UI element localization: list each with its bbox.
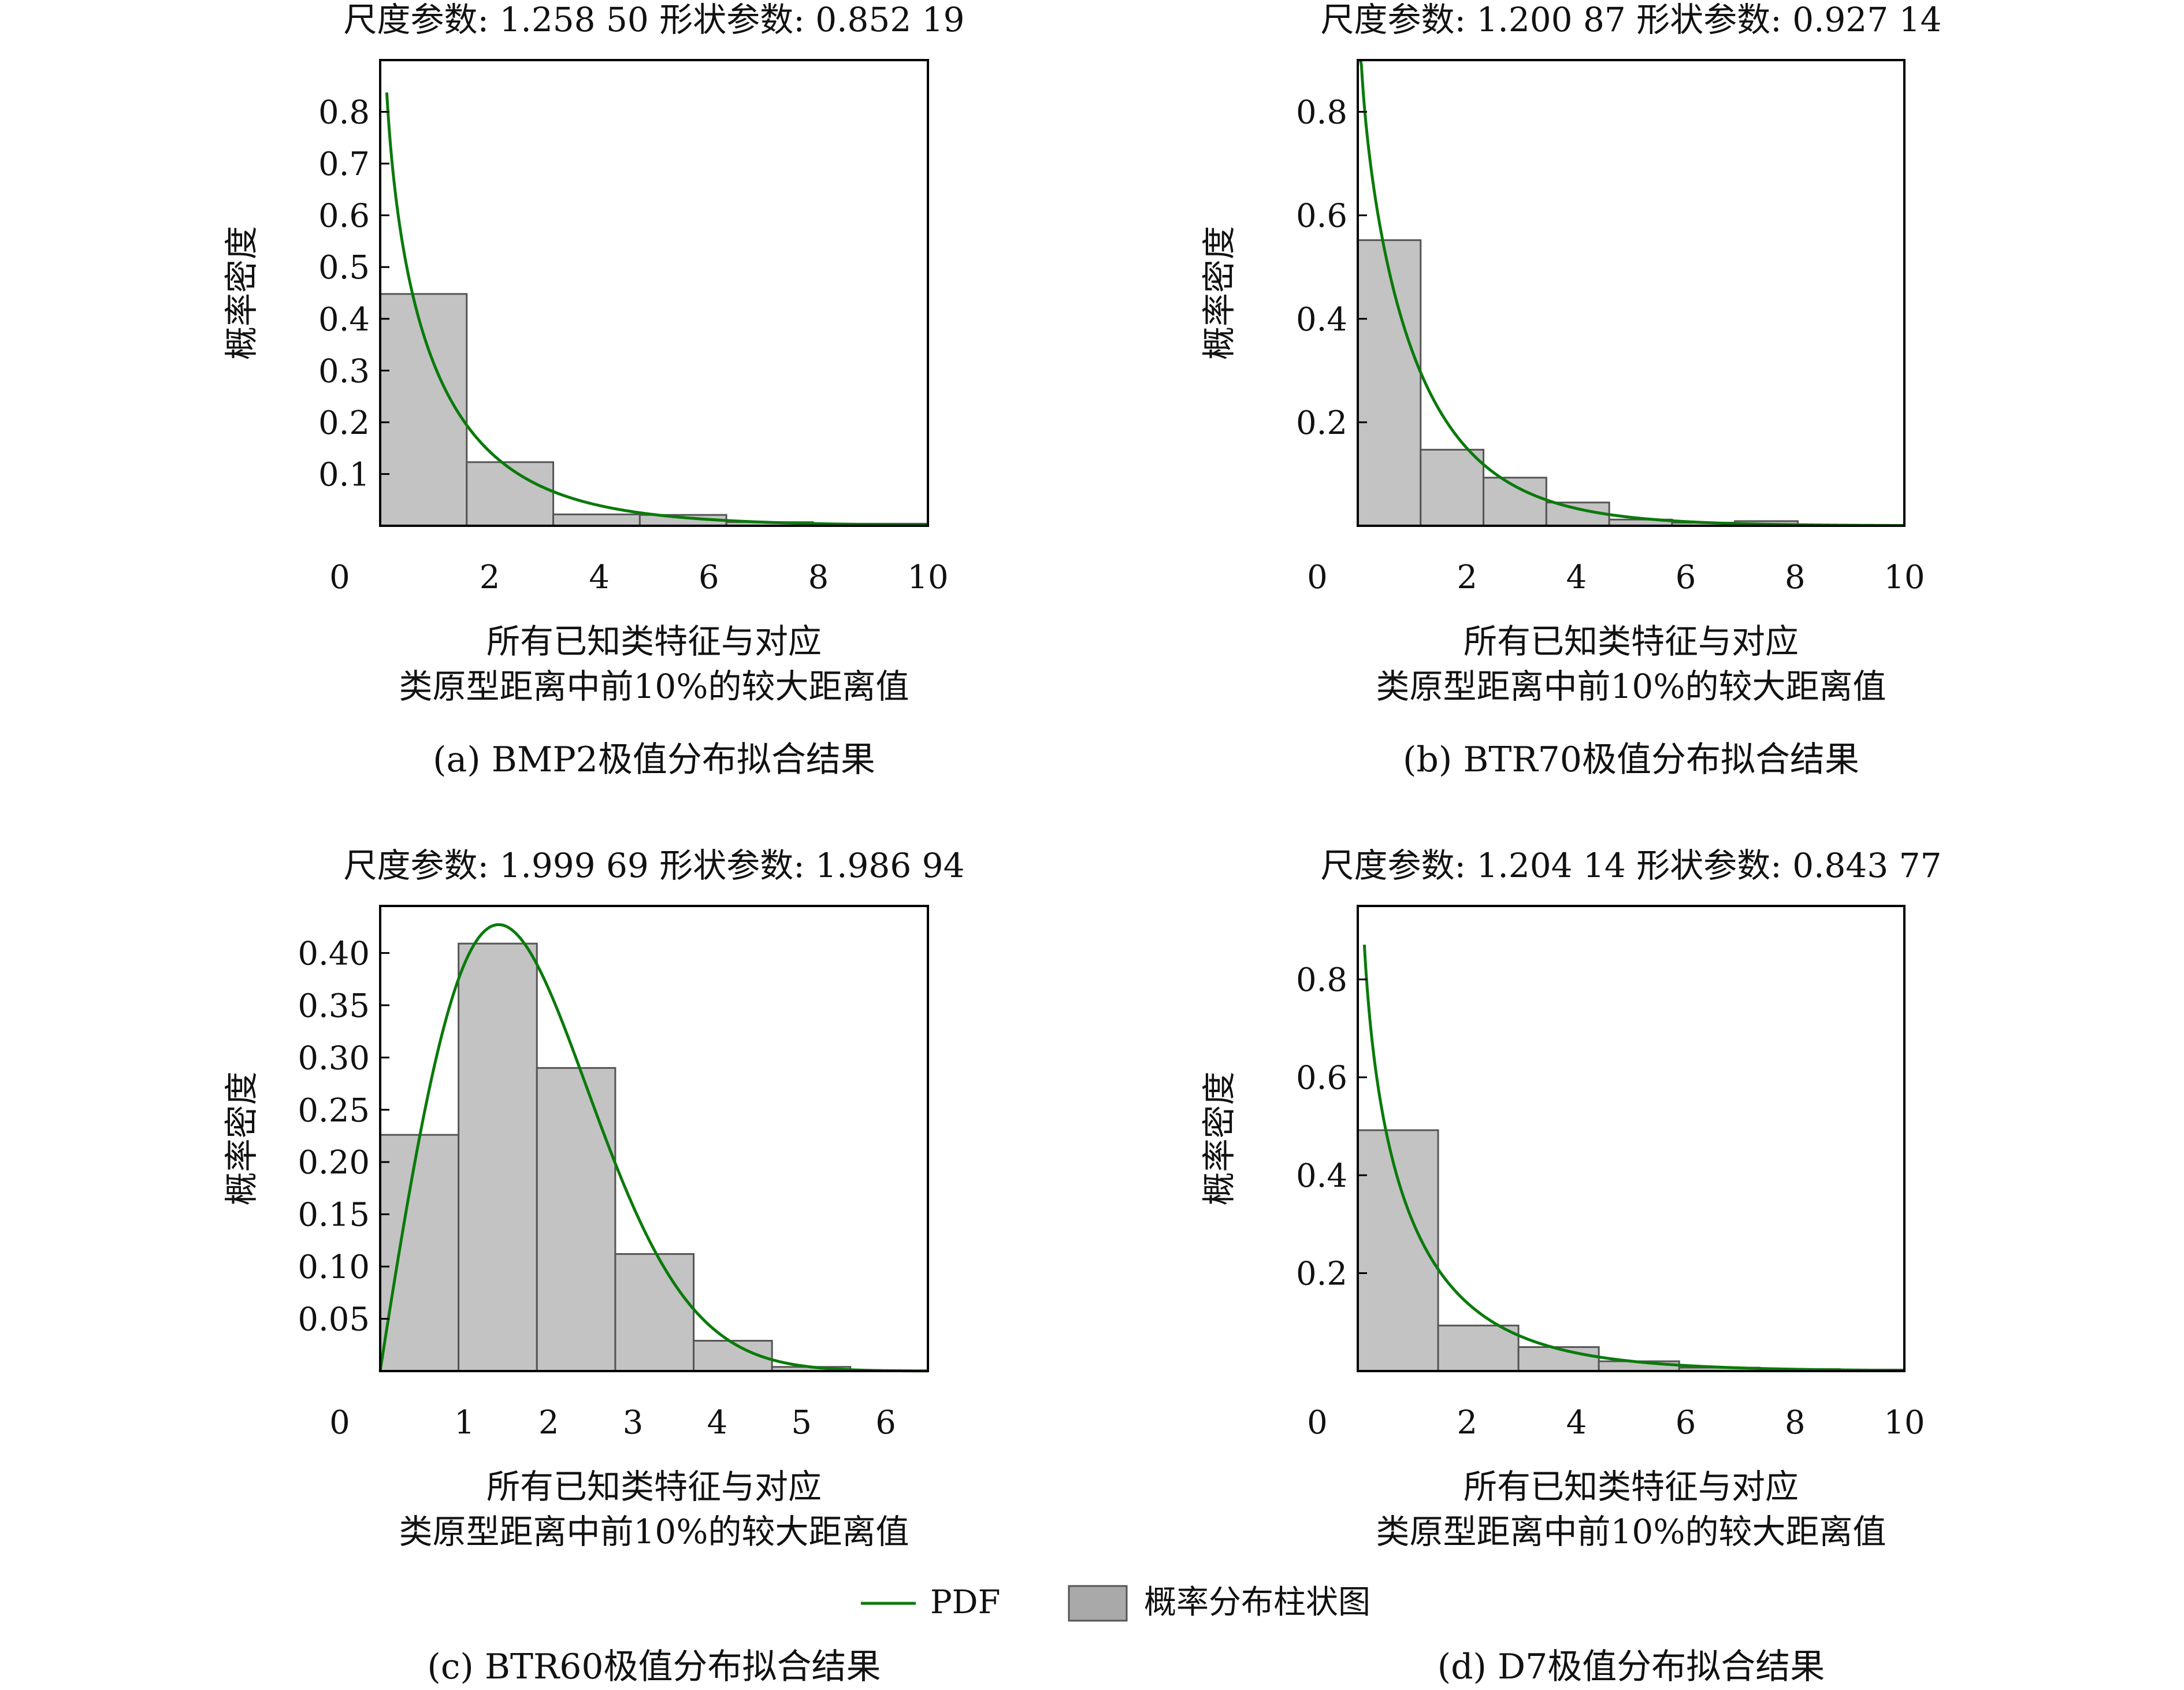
histogram-bar: [379, 293, 468, 527]
legend-histogram-label: 概率分布柱状图: [1144, 1584, 1370, 1621]
x-tick-label: 6: [875, 1404, 896, 1442]
x-tick-label: 8: [1785, 559, 1806, 596]
histogram-bar: [466, 461, 555, 527]
histogram-bar: [458, 942, 538, 1372]
histogram-bar: [1357, 239, 1422, 527]
x-axis-label: 所有已知类特征与对应: [486, 622, 822, 661]
y-tick-label: 0.4: [318, 301, 370, 339]
pdf-curve: [1362, 944, 1905, 1372]
x-axis-label: 所有已知类特征与对应: [1464, 1467, 1799, 1506]
chart-title: 尺度参数: 1.999 69 形状参数: 1.986 94: [344, 846, 965, 885]
legend-pdf-label: PDF: [930, 1584, 1000, 1621]
subfigure-caption: (a) BMP2极值分布拟合结果: [433, 740, 875, 780]
chart-panel-c: 尺度参数: 1.999 69 形状参数: 1.986 94 0.05 0.10 0.1…: [222, 846, 964, 1687]
x-tick-label: 10: [1884, 1404, 1925, 1442]
y-axis-label: 概率密度: [1199, 1071, 1239, 1205]
y-tick-label: 0.2: [1296, 1256, 1347, 1293]
x-tick-label: 6: [1676, 1404, 1696, 1442]
histogram-bar: [1517, 1346, 1600, 1372]
x-axis-label: 所有已知类特征与对应: [1464, 622, 1799, 661]
plot-frame: [1357, 905, 1906, 1372]
x-tick-label: 4: [589, 559, 610, 596]
x-tick-label: 8: [1785, 1404, 1806, 1442]
x-tick-label: 2: [480, 559, 500, 596]
x-tick-label: 0: [1307, 1404, 1328, 1442]
chart-panels: 尺度参数: 1.258 50 形状参数: 0.852 19 0.1 0.2 0.3 0.…: [222, 0, 1941, 1687]
histogram-bar: [1437, 1324, 1520, 1372]
y-tick-label: 0.2: [1296, 404, 1347, 442]
x-tick-label: 2: [1457, 1404, 1477, 1442]
plot-frame: [379, 59, 929, 527]
x-axis-label: 所有已知类特征与对应: [486, 1467, 822, 1506]
y-tick-label: 0.4: [1296, 301, 1347, 339]
subfigure-caption: (b) BTR70极值分布拟合结果: [1403, 740, 1859, 780]
y-tick-label: 0.8: [1296, 961, 1347, 999]
x-axis-label: 类原型距离中前10%的较大距离值: [1376, 667, 1886, 706]
x-tick-label: 0: [1307, 559, 1328, 596]
y-axis-label: 概率密度: [1199, 226, 1239, 360]
x-tick-label: 1: [454, 1404, 475, 1442]
x-tick-label: 5: [791, 1404, 812, 1442]
x-tick-label: 2: [1457, 559, 1477, 596]
legend: PDF 概率分布柱状图: [861, 1584, 1370, 1622]
x-axis-label: 类原型距离中前10%的较大距离值: [1376, 1512, 1886, 1551]
y-tick-label: 0.7: [318, 146, 370, 183]
histogram-bar: [1357, 1129, 1439, 1372]
chart-panel-b: 尺度参数: 1.200 87 形状参数: 0.927 14 0.2 0.4 0.6 0.…: [1199, 0, 1941, 780]
x-tick-label: 10: [1884, 559, 1925, 596]
y-axis-label: 概率密度: [222, 226, 261, 360]
legend-histogram-swatch: [1068, 1585, 1128, 1622]
y-tick-label: 0.4: [1296, 1157, 1347, 1195]
x-tick-label: 6: [699, 559, 719, 596]
subfigure-caption: (d) D7极值分布拟合结果: [1438, 1647, 1825, 1687]
x-tick-label: 3: [623, 1404, 644, 1442]
y-tick-label: 0.6: [1296, 1060, 1347, 1097]
chart-title: 尺度参数: 1.200 87 形状参数: 0.927 14: [1321, 0, 1942, 39]
x-tick-label: 6: [1676, 559, 1696, 596]
pdf-curve: [378, 923, 928, 1373]
chart-panel-a: 尺度参数: 1.258 50 形状参数: 0.852 19 0.1 0.2 0.3 0.…: [222, 0, 964, 780]
histogram-bar: [552, 513, 641, 527]
x-axis-label: 类原型距离中前10%的较大距离值: [399, 667, 909, 706]
y-tick-label: 0.10: [298, 1249, 370, 1286]
chart-title: 尺度参数: 1.258 50 形状参数: 0.852 19: [344, 0, 965, 39]
y-tick-label: 0.5: [318, 249, 370, 287]
y-tick-label: 0.1: [318, 456, 370, 493]
x-tick-label: 4: [1566, 1404, 1587, 1442]
y-tick-label: 0.05: [298, 1301, 370, 1339]
y-axis-label: 概率密度: [222, 1071, 261, 1205]
y-tick-label: 0.8: [1296, 94, 1347, 132]
y-tick-label: 0.2: [318, 404, 370, 442]
histogram-bar: [379, 1134, 460, 1372]
chart-title: 尺度参数: 1.204 14 形状参数: 0.843 77: [1321, 846, 1942, 885]
x-tick-label: 8: [808, 559, 829, 596]
x-tick-label: 4: [1566, 559, 1587, 596]
x-tick-label: 10: [907, 559, 948, 596]
histogram-bar: [614, 1253, 695, 1372]
x-tick-label: 2: [538, 1404, 559, 1442]
y-tick-label: 0.35: [298, 987, 370, 1025]
chart-panel-d: 尺度参数: 1.204 14 形状参数: 0.843 77 0.2 0.4 0.6 0.…: [1199, 846, 1941, 1687]
y-tick-label: 0.40: [298, 935, 370, 972]
x-tick-label: 0: [329, 559, 350, 596]
x-tick-label: 0: [329, 1404, 350, 1442]
histogram-bar: [536, 1067, 616, 1372]
subfigure-caption: (c) BTR60极值分布拟合结果: [427, 1647, 881, 1687]
y-tick-label: 0.6: [1296, 198, 1347, 235]
plot-frame: [1357, 59, 1906, 527]
y-tick-label: 0.3: [318, 352, 370, 390]
y-tick-label: 0.25: [298, 1092, 370, 1130]
y-tick-label: 0.6: [318, 198, 370, 235]
y-tick-label: 0.20: [298, 1144, 370, 1182]
x-axis-label: 类原型距离中前10%的较大距离值: [399, 1512, 909, 1551]
y-tick-label: 0.15: [298, 1197, 370, 1234]
plot-frame: [379, 905, 929, 1372]
y-tick-label: 0.8: [318, 94, 370, 132]
y-tick-label: 0.30: [298, 1039, 370, 1077]
pdf-curve: [385, 92, 928, 527]
histogram-bar: [1420, 448, 1485, 527]
x-tick-label: 4: [707, 1404, 728, 1442]
